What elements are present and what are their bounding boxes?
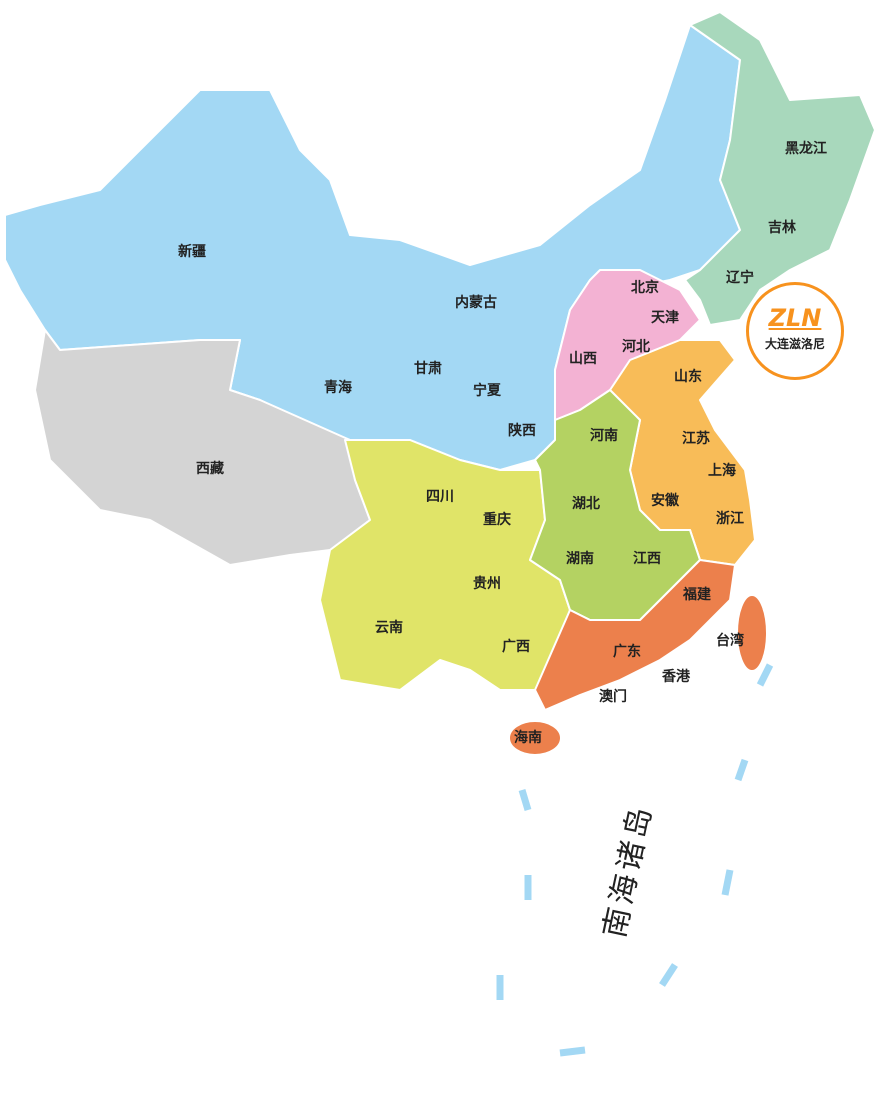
- region-label: 天津: [651, 310, 679, 326]
- region-label: 内蒙古: [455, 295, 497, 311]
- region-label: 吉林: [768, 220, 796, 236]
- logo-company-name: 大连滋洛尼: [764, 337, 825, 351]
- region-label: 广东: [613, 644, 641, 660]
- region-label: 新疆: [178, 244, 206, 260]
- region-label: 河南: [590, 428, 618, 444]
- region-label: 海南: [514, 730, 542, 746]
- region-label: 山东: [674, 369, 702, 385]
- zln-logo: ZLN 大连滋洛尼: [746, 282, 844, 380]
- region-south[interactable]: [534, 559, 736, 711]
- region-label: 重庆: [483, 512, 511, 528]
- region-label: 香港: [662, 669, 690, 685]
- region-label: 辽宁: [726, 270, 754, 286]
- region-label: 江西: [633, 551, 661, 567]
- region-label: 北京: [631, 280, 659, 296]
- region-label: 青海: [324, 380, 352, 396]
- region-label: 黑龙江: [785, 141, 827, 157]
- region-label: 湖南: [566, 551, 594, 567]
- region-label: 贵州: [473, 576, 501, 592]
- region-label: 四川: [426, 489, 454, 505]
- region-northeast[interactable]: [684, 11, 876, 326]
- region-label: 安徽: [651, 493, 679, 509]
- region-label: 湖北: [572, 496, 600, 512]
- logo-mark: ZLN: [768, 304, 822, 332]
- region-label: 浙江: [716, 511, 744, 527]
- region-label: 西藏: [196, 461, 224, 477]
- region-label: 江苏: [682, 431, 710, 447]
- region-hainan[interactable]: [508, 720, 562, 756]
- region-label: 台湾: [716, 633, 744, 649]
- region-label: 福建: [683, 587, 711, 603]
- region-label: 宁夏: [473, 383, 501, 399]
- region-label: 云南: [375, 620, 403, 636]
- region-southwest[interactable]: [319, 439, 571, 691]
- region-label: 陕西: [508, 423, 536, 439]
- sea-boundary-dashes: [496, 663, 774, 1057]
- region-label: 山西: [569, 351, 597, 367]
- region-taiwan[interactable]: [736, 594, 768, 672]
- region-label: 上海: [708, 463, 736, 479]
- region-label: 广西: [502, 639, 530, 655]
- region-label: 澳门: [599, 689, 627, 705]
- region-label: 河北: [622, 339, 650, 355]
- region-label: 甘肃: [414, 361, 442, 377]
